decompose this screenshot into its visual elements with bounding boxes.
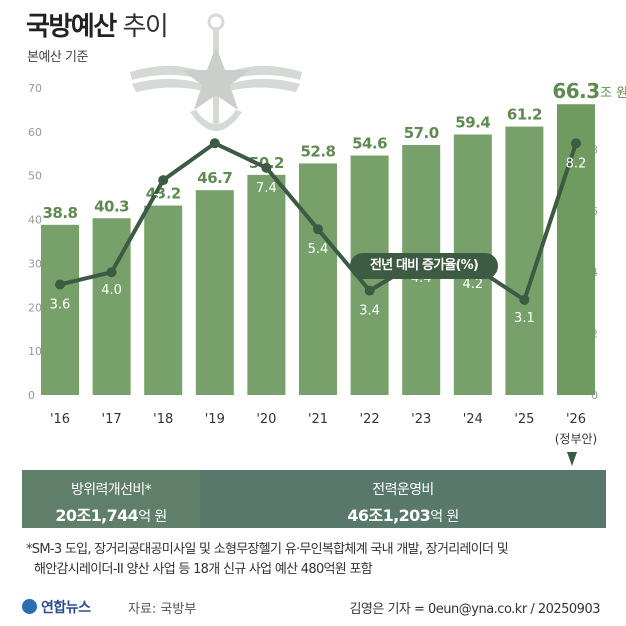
bar-value-labels: 38.840.343.246.750.252.854.657.059.461.2…: [42, 79, 600, 222]
left-tick-label: 20: [28, 301, 42, 314]
left-tick-label: 40: [28, 214, 42, 227]
line-value-label: 8.2: [204, 156, 225, 171]
left-tick-label: 30: [28, 257, 42, 270]
bar-value-label: 52.8: [300, 142, 335, 160]
line-value-label: 3.6: [50, 297, 71, 312]
x-tick-label: '17: [102, 412, 122, 427]
bar: [247, 174, 286, 395]
bar-value-label: 46.7: [197, 169, 232, 187]
line-point: [209, 138, 220, 149]
budget-breakdown: 방위력개선비* 20조1,744억 원 전력운영비 46조1,203억 원: [22, 470, 606, 528]
bar: [557, 104, 595, 395]
x-axis-labels: '16 '17 '18 '19 '20 '21 '22 '23 '24 '25 '26: [50, 412, 586, 427]
ministry-emblem-icon: [130, 13, 302, 131]
bar: [299, 163, 337, 395]
x-tick-label: '25: [514, 412, 534, 427]
line-value-label: 3.1: [514, 311, 535, 326]
bar-value-label: 66.3: [552, 79, 599, 103]
line-point: [261, 162, 272, 173]
x-tick-label: '16: [50, 412, 70, 427]
yonhap-logo: 연합뉴스: [22, 597, 91, 617]
note-pointer: [567, 452, 577, 466]
left-tick-label: 60: [28, 126, 42, 139]
line-point: [364, 285, 375, 296]
line-value-label: 7.4: [256, 181, 277, 196]
left-axis: 0 10 20 30 40 50 60 70: [28, 82, 42, 402]
line-value-label: 8.2: [566, 156, 587, 171]
bar-value-label: 59.4: [455, 113, 490, 131]
credit: 김영은 기자 = 0eun@yna.co.kr / 20250903: [349, 602, 600, 617]
x-tick-label: '23: [411, 412, 431, 427]
left-tick-label: 10: [28, 345, 42, 358]
line-point: [106, 267, 117, 278]
bar-value-label: 54.6: [352, 135, 387, 153]
chart-subtitle: 본예산 기준: [27, 50, 88, 65]
bar: [195, 190, 234, 395]
bars: [41, 104, 595, 395]
chart-title: 국방예산 추이: [26, 12, 169, 42]
category-note: (정부안): [555, 432, 597, 446]
x-tick-label: '26: [566, 412, 586, 427]
unit-label: 조 원: [600, 86, 626, 101]
x-tick-label: '22: [360, 412, 380, 427]
bar: [41, 224, 79, 395]
footnote: *SM-3 도입, 장거리공대공미사일 및 소형무장헬기 유·무인복합체계 국내…: [26, 542, 509, 577]
source: 자료: 국방부: [128, 602, 197, 617]
bar: [144, 205, 183, 395]
x-tick-label: '18: [153, 412, 173, 427]
x-tick-label: '21: [308, 412, 328, 427]
line-value-label: 3.4: [359, 304, 380, 319]
globe-icon: [22, 599, 37, 614]
x-tick-label: '20: [256, 412, 276, 427]
line-point: [519, 294, 530, 305]
left-tick-label: 70: [28, 82, 42, 95]
line-point: [313, 224, 323, 235]
line-point: [571, 138, 581, 149]
breakdown-segment-b: 전력운영비 46조1,203억 원: [200, 470, 606, 528]
line-series-label: 전년 대비 증가율(%): [350, 253, 498, 279]
breakdown-segment-a: 방위력개선비* 20조1,744억 원: [22, 470, 200, 528]
x-tick-label: '19: [205, 412, 225, 427]
line-value-label: 4.0: [101, 283, 122, 298]
right-tick-label: 0: [591, 389, 598, 402]
bar-value-label: 40.3: [94, 197, 129, 215]
line-value-label: 4.2: [462, 277, 483, 292]
line-point: [55, 279, 65, 290]
bar-value-label: 61.2: [507, 106, 542, 124]
left-tick-label: 50: [28, 170, 42, 183]
x-tick-label: '24: [463, 412, 483, 427]
line-point: [158, 175, 169, 186]
line-value-label: 5.4: [308, 242, 329, 257]
line-value-label: 7.0: [153, 193, 174, 208]
bar-value-label: 38.8: [42, 204, 77, 222]
left-tick-label: 0: [28, 389, 35, 402]
bar-value-label: 57.0: [404, 124, 439, 142]
